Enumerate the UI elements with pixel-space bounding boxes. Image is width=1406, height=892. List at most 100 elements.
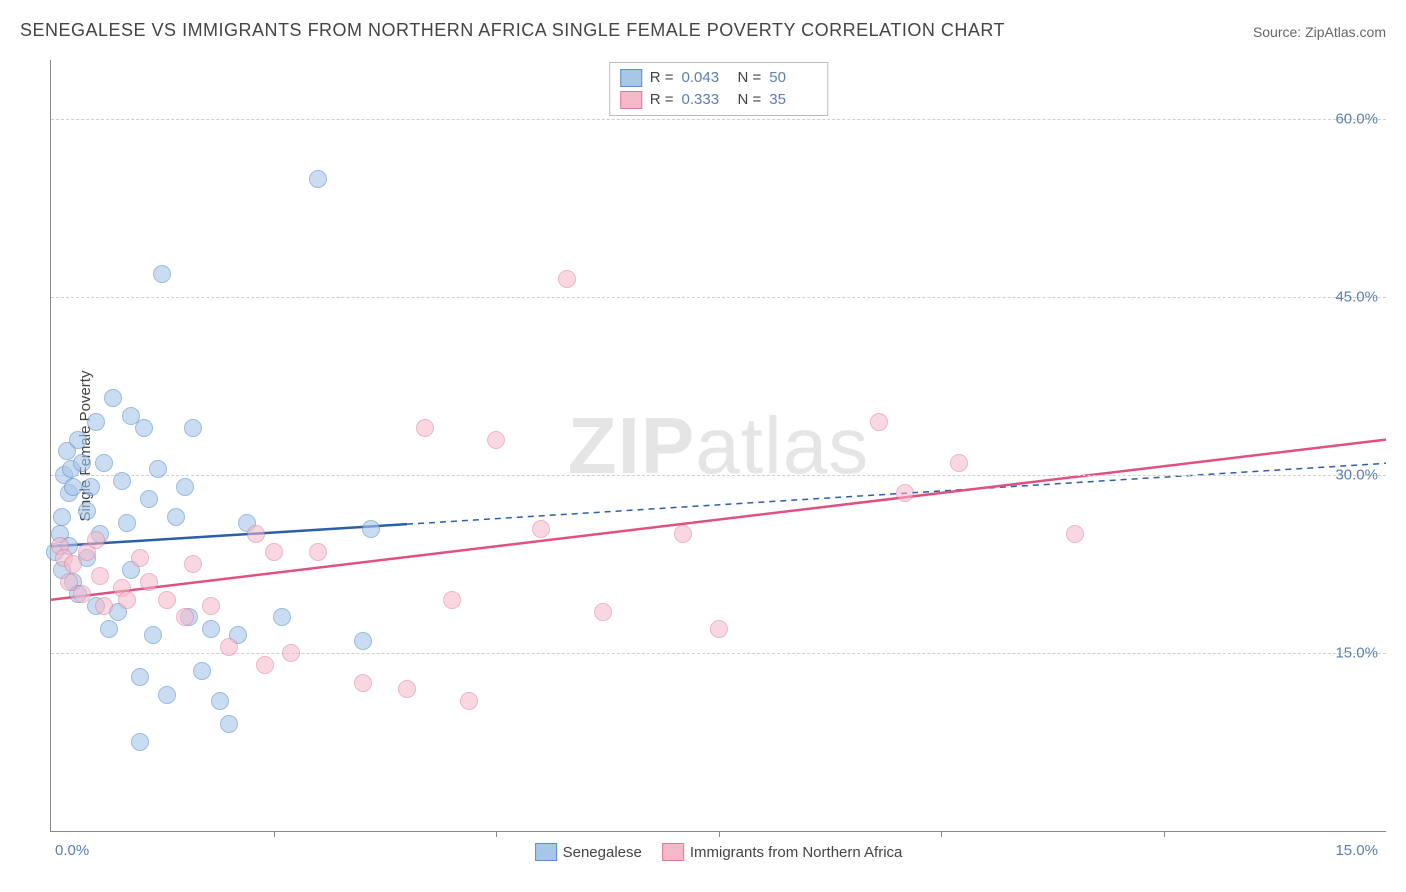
watermark: ZIPatlas <box>568 400 869 492</box>
x-tick <box>941 831 942 837</box>
data-point-series-0 <box>104 389 122 407</box>
x-tick <box>719 831 720 837</box>
legend-row-series-0: R = 0.043 N = 50 <box>620 67 818 89</box>
data-point-series-1 <box>460 692 478 710</box>
data-point-series-0 <box>113 472 131 490</box>
data-point-series-1 <box>158 591 176 609</box>
n-label: N = <box>738 67 762 89</box>
data-point-series-1 <box>202 597 220 615</box>
data-point-series-1 <box>95 597 113 615</box>
data-point-series-1 <box>247 525 265 543</box>
plot-area: ZIPatlas R = 0.043 N = 50 R = 0.333 N = … <box>50 60 1386 832</box>
data-point-series-0 <box>82 478 100 496</box>
data-point-series-0 <box>118 514 136 532</box>
data-point-series-0 <box>95 454 113 472</box>
x-tick <box>1164 831 1165 837</box>
data-point-series-0 <box>309 170 327 188</box>
swatch-series-0 <box>535 843 557 861</box>
data-point-series-0 <box>220 715 238 733</box>
data-point-series-1 <box>140 573 158 591</box>
data-point-series-0 <box>158 686 176 704</box>
data-point-series-1 <box>674 525 692 543</box>
data-point-series-1 <box>131 549 149 567</box>
data-point-series-1 <box>443 591 461 609</box>
data-point-series-0 <box>273 608 291 626</box>
legend-item-series-0: Senegalese <box>535 843 642 861</box>
data-point-series-0 <box>153 265 171 283</box>
data-point-series-1 <box>950 454 968 472</box>
data-point-series-0 <box>131 733 149 751</box>
data-point-series-1 <box>87 531 105 549</box>
r-label: R = <box>650 89 674 111</box>
data-point-series-0 <box>354 632 372 650</box>
watermark-bold: ZIP <box>568 401 695 490</box>
data-point-series-0 <box>69 431 87 449</box>
legend-row-series-1: R = 0.333 N = 35 <box>620 89 818 111</box>
legend-series: Senegalese Immigrants from Northern Afri… <box>535 843 903 861</box>
data-point-series-0 <box>193 662 211 680</box>
data-point-series-0 <box>144 626 162 644</box>
data-point-series-0 <box>211 692 229 710</box>
data-point-series-1 <box>282 644 300 662</box>
data-point-series-1 <box>487 431 505 449</box>
y-tick-label: 45.0% <box>1335 289 1378 306</box>
data-point-series-0 <box>140 490 158 508</box>
swatch-series-1 <box>620 91 642 109</box>
data-point-series-1 <box>220 638 238 656</box>
data-point-series-0 <box>64 478 82 496</box>
data-point-series-1 <box>416 419 434 437</box>
data-point-series-0 <box>87 413 105 431</box>
r-value-series-0: 0.043 <box>682 67 730 89</box>
legend-correlation: R = 0.043 N = 50 R = 0.333 N = 35 <box>609 62 829 116</box>
data-point-series-0 <box>176 478 194 496</box>
watermark-rest: atlas <box>695 401 869 490</box>
data-point-series-1 <box>870 413 888 431</box>
data-point-series-1 <box>73 585 91 603</box>
data-point-series-0 <box>202 620 220 638</box>
x-tick <box>274 831 275 837</box>
data-point-series-1 <box>896 484 914 502</box>
data-point-series-0 <box>100 620 118 638</box>
trendlines-layer <box>51 60 1386 831</box>
data-point-series-1 <box>710 620 728 638</box>
series-0-name: Senegalese <box>563 844 642 861</box>
data-point-series-1 <box>398 680 416 698</box>
data-point-series-1 <box>594 603 612 621</box>
n-value-series-1: 35 <box>769 89 817 111</box>
data-point-series-1 <box>118 591 136 609</box>
data-point-series-1 <box>558 270 576 288</box>
data-point-series-1 <box>265 543 283 561</box>
data-point-series-1 <box>532 520 550 538</box>
x-axis-min-label: 0.0% <box>55 842 89 859</box>
gridline <box>51 119 1386 120</box>
data-point-series-0 <box>78 502 96 520</box>
gridline <box>51 297 1386 298</box>
x-tick <box>496 831 497 837</box>
chart-title: SENEGALESE VS IMMIGRANTS FROM NORTHERN A… <box>20 20 1005 41</box>
y-tick-label: 15.0% <box>1335 645 1378 662</box>
data-point-series-1 <box>354 674 372 692</box>
data-point-series-0 <box>73 454 91 472</box>
data-point-series-0 <box>167 508 185 526</box>
r-value-series-1: 0.333 <box>682 89 730 111</box>
y-tick-label: 60.0% <box>1335 111 1378 128</box>
data-point-series-1 <box>1066 525 1084 543</box>
data-point-series-1 <box>91 567 109 585</box>
data-point-series-0 <box>53 508 71 526</box>
n-value-series-0: 50 <box>769 67 817 89</box>
data-point-series-1 <box>184 555 202 573</box>
data-point-series-0 <box>149 460 167 478</box>
r-label: R = <box>650 67 674 89</box>
y-tick-label: 30.0% <box>1335 467 1378 484</box>
data-point-series-0 <box>362 520 380 538</box>
gridline <box>51 475 1386 476</box>
series-1-name: Immigrants from Northern Africa <box>690 844 903 861</box>
gridline <box>51 653 1386 654</box>
data-point-series-0 <box>184 419 202 437</box>
data-point-series-1 <box>256 656 274 674</box>
data-point-series-1 <box>309 543 327 561</box>
n-label: N = <box>738 89 762 111</box>
data-point-series-0 <box>135 419 153 437</box>
swatch-series-0 <box>620 69 642 87</box>
data-point-series-0 <box>131 668 149 686</box>
